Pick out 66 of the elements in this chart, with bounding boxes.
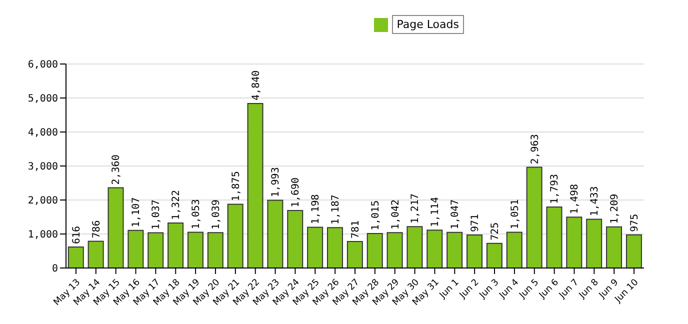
bar [326, 227, 343, 268]
data-label: 1,690 [290, 177, 302, 208]
bar [446, 232, 463, 268]
bar [287, 210, 304, 268]
data-label: 975 [629, 214, 640, 232]
bar [386, 232, 403, 268]
data-label: 1,051 [510, 199, 521, 230]
data-label: 971 [470, 214, 482, 232]
bar [606, 226, 622, 268]
bar [128, 230, 144, 268]
data-label: 1,037 [151, 200, 162, 230]
data-label: 1,217 [410, 194, 422, 224]
bar [187, 232, 204, 268]
bar [466, 234, 483, 268]
bar [148, 232, 164, 268]
data-label: 725 [490, 222, 501, 240]
data-label: 786 [91, 220, 102, 238]
bar [506, 232, 522, 268]
data-label: 1,993 [270, 167, 282, 198]
data-label: 1,498 [570, 184, 581, 214]
legend-label: Page Loads [392, 15, 464, 34]
data-label: 781 [350, 220, 362, 238]
data-label: 1,039 [210, 200, 222, 230]
bar [168, 222, 184, 268]
data-label: 1,875 [230, 171, 242, 202]
data-label: 1,322 [171, 190, 182, 220]
bar [307, 226, 324, 268]
data-label: 1,209 [610, 194, 621, 224]
y-tick-label: 1,000 [28, 230, 58, 241]
bar [586, 218, 602, 268]
y-tick-label: 6,000 [28, 60, 58, 71]
y-tick-label: 4,000 [28, 128, 58, 139]
bar [406, 226, 423, 268]
bar [526, 166, 542, 268]
data-label: 1,433 [590, 186, 601, 216]
data-label: 1,015 [370, 200, 382, 230]
y-tick-label: 0 [52, 264, 58, 275]
y-tick-label: 2,000 [28, 196, 58, 207]
bar [486, 242, 502, 268]
bar [426, 230, 443, 268]
data-label: 1,114 [430, 197, 442, 228]
bar [546, 206, 562, 268]
bar [267, 200, 284, 268]
data-label: 1,042 [390, 199, 402, 230]
data-label: 1,187 [330, 194, 342, 225]
bar [626, 234, 642, 268]
y-tick-label: 5,000 [28, 94, 58, 105]
bar [247, 102, 264, 268]
data-label: 1,047 [450, 199, 462, 230]
bar [346, 240, 363, 268]
bar [108, 187, 124, 268]
bar [227, 204, 244, 268]
data-label: 1,053 [190, 199, 202, 230]
data-label: 4,840 [250, 70, 262, 100]
bar [366, 232, 383, 268]
data-label: 616 [71, 226, 82, 244]
data-label: 1,198 [310, 194, 322, 224]
bar [207, 232, 224, 268]
data-label: 2,360 [111, 154, 122, 185]
data-label: 2,963 [530, 134, 541, 164]
bar [88, 240, 104, 268]
y-tick-label: 3,000 [28, 162, 58, 173]
bar [566, 216, 582, 268]
bar [68, 246, 84, 268]
data-label: 1,107 [131, 197, 142, 228]
data-label: 1,793 [550, 174, 561, 204]
